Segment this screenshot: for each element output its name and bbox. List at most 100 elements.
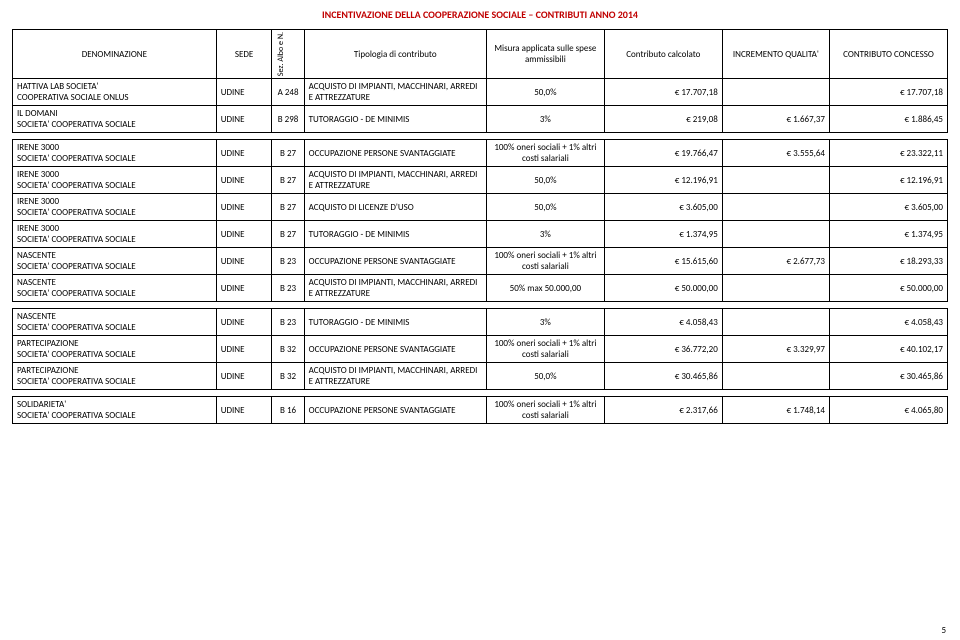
denom-line2: SOCIETA' COOPERATIVA SOCIALE <box>17 234 212 245</box>
cell-denom: IRENE 3000SOCIETA' COOPERATIVA SOCIALE <box>13 167 217 194</box>
cell-calc: € 1.374,95 <box>604 221 722 248</box>
cell-sede: UDINE <box>216 248 272 275</box>
cell-calc: € 12.196,91 <box>604 167 722 194</box>
cell-tipo: ACQUISTO DI IMPIANTI, MACCHINARI, ARREDI… <box>304 79 486 106</box>
denom-line1: IRENE 3000 <box>17 223 212 234</box>
table-row: IL DOMANISOCIETA' COOPERATIVA SOCIALEUDI… <box>13 106 948 133</box>
cell-incr: € 3.329,97 <box>722 336 829 363</box>
cell-sez: B 16 <box>272 397 304 424</box>
cell-misura: 3% <box>486 221 604 248</box>
cell-sede: UDINE <box>216 309 272 336</box>
cell-denom: SOLIDARIETA'SOCIETA' COOPERATIVA SOCIALE <box>13 397 217 424</box>
cell-misura: 100% oneri sociali + 1% altri costi sala… <box>486 336 604 363</box>
cell-calc: € 219,08 <box>604 106 722 133</box>
cell-sez: B 32 <box>272 336 304 363</box>
col-sez: Sez. Albo e N. <box>272 30 304 79</box>
contrib-table-4: SOLIDARIETA'SOCIETA' COOPERATIVA SOCIALE… <box>12 396 948 424</box>
cell-incr <box>722 167 829 194</box>
table-row: PARTECIPAZIONESOCIETA' COOPERATIVA SOCIA… <box>13 336 948 363</box>
cell-incr <box>722 275 829 302</box>
cell-sede: UDINE <box>216 106 272 133</box>
cell-calc: € 30.465,86 <box>604 363 722 390</box>
cell-sez: A 248 <box>272 79 304 106</box>
denom-line1: IRENE 3000 <box>17 142 212 153</box>
cell-misura: 100% oneri sociali + 1% altri costi sala… <box>486 397 604 424</box>
cell-incr: € 1.667,37 <box>722 106 829 133</box>
contrib-table-1: DENOMINAZIONE SEDE Sez. Albo e N. Tipolo… <box>12 29 948 133</box>
denom-line2: SOCIETA' COOPERATIVA SOCIALE <box>17 261 212 272</box>
cell-denom: NASCENTESOCIETA' COOPERATIVA SOCIALE <box>13 275 217 302</box>
col-calc: Contributo calcolato <box>604 30 722 79</box>
cell-sede: UDINE <box>216 79 272 106</box>
cell-misura: 100% oneri sociali + 1% altri costi sala… <box>486 248 604 275</box>
denom-line1: IRENE 3000 <box>17 196 212 207</box>
cell-incr: € 3.555,64 <box>722 140 829 167</box>
cell-sez: B 23 <box>272 275 304 302</box>
table-row: PARTECIPAZIONESOCIETA' COOPERATIVA SOCIA… <box>13 363 948 390</box>
cell-misura: 50,0% <box>486 167 604 194</box>
cell-incr <box>722 221 829 248</box>
cell-tipo: TUTORAGGIO - DE MINIMIS <box>304 221 486 248</box>
page-number: 5 <box>941 625 946 636</box>
denom-line1: NASCENTE <box>17 311 212 322</box>
cell-incr: € 1.748,14 <box>722 397 829 424</box>
cell-conc: € 3.605,00 <box>830 194 948 221</box>
denom-line1: PARTECIPAZIONE <box>17 365 212 376</box>
cell-incr <box>722 309 829 336</box>
cell-sede: UDINE <box>216 194 272 221</box>
cell-calc: € 4.058,43 <box>604 309 722 336</box>
cell-sez: B 27 <box>272 140 304 167</box>
cell-denom: HATTIVA LAB SOCIETA'COOPERATIVA SOCIALE … <box>13 79 217 106</box>
cell-tipo: OCCUPAZIONE PERSONE SVANTAGGIATE <box>304 397 486 424</box>
table-row: NASCENTESOCIETA' COOPERATIVA SOCIALE UDIN… <box>13 248 948 275</box>
denom-line2: SOCIETA' COOPERATIVA SOCIALE <box>17 153 212 164</box>
cell-sede: UDINE <box>216 140 272 167</box>
cell-conc: € 4.065,80 <box>830 397 948 424</box>
denom-line1: PARTECIPAZIONE <box>17 338 212 349</box>
cell-calc: € 15.615,60 <box>604 248 722 275</box>
cell-sez: B 32 <box>272 363 304 390</box>
col-misura: Misura applicata sulle spese ammissibili <box>486 30 604 79</box>
denom-line1: SOLIDARIETA' <box>17 399 212 410</box>
cell-tipo: OCCUPAZIONE PERSONE SVANTAGGIATE <box>304 140 486 167</box>
cell-conc: € 40.102,17 <box>830 336 948 363</box>
denom-line1: IRENE 3000 <box>17 169 212 180</box>
cell-conc: € 30.465,86 <box>830 363 948 390</box>
denom-line2: SOCIETA' COOPERATIVA SOCIALE <box>17 207 212 218</box>
cell-calc: € 50.000,00 <box>604 275 722 302</box>
cell-misura: 50,0% <box>486 363 604 390</box>
cell-sede: UDINE <box>216 167 272 194</box>
cell-sez: B 27 <box>272 194 304 221</box>
col-incr: INCREMENTO QUALITA' <box>722 30 829 79</box>
denom-line1: NASCENTE <box>17 250 212 261</box>
cell-tipo: TUTORAGGIO - DE MINIMIS <box>304 309 486 336</box>
cell-misura: 50,0% <box>486 79 604 106</box>
cell-tipo: ACQUISTO DI LICENZE D'USO <box>304 194 486 221</box>
table-header-row: DENOMINAZIONE SEDE Sez. Albo e N. Tipolo… <box>13 30 948 79</box>
denom-line2: COOPERATIVA SOCIALE ONLUS <box>17 92 212 103</box>
cell-sez: B 23 <box>272 248 304 275</box>
cell-calc: € 3.605,00 <box>604 194 722 221</box>
table-row: IRENE 3000SOCIETA' COOPERATIVA SOCIALEUD… <box>13 167 948 194</box>
denom-line1: HATTIVA LAB SOCIETA' <box>17 81 212 92</box>
denom-line2: SOCIETA' COOPERATIVA SOCIALE <box>17 180 212 191</box>
cell-misura: 3% <box>486 106 604 133</box>
cell-tipo: ACQUISTO DI IMPIANTI, MACCHINARI, ARREDI… <box>304 167 486 194</box>
page-title: INCENTIVAZIONE DELLA COOPERAZIONE SOCIAL… <box>12 8 948 21</box>
col-sede: SEDE <box>216 30 272 79</box>
cell-conc: € 4.058,43 <box>830 309 948 336</box>
cell-calc: € 19.766,47 <box>604 140 722 167</box>
table-row: IRENE 3000SOCIETA' COOPERATIVA SOCIALEUD… <box>13 221 948 248</box>
cell-conc: € 1.886,45 <box>830 106 948 133</box>
cell-tipo: OCCUPAZIONE PERSONE SVANTAGGIATE <box>304 336 486 363</box>
cell-sez: B 27 <box>272 167 304 194</box>
cell-denom: IRENE 3000SOCIETA' COOPERATIVA SOCIALE <box>13 194 217 221</box>
cell-conc: € 18.293,33 <box>830 248 948 275</box>
cell-incr: € 2.677,73 <box>722 248 829 275</box>
denom-line2: SOCIETA' COOPERATIVA SOCIALE <box>17 349 212 360</box>
cell-misura: 50% max 50.000,00 <box>486 275 604 302</box>
table-row: IRENE 3000SOCIETA' COOPERATIVA SOCIALE UD… <box>13 140 948 167</box>
cell-denom: PARTECIPAZIONESOCIETA' COOPERATIVA SOCIA… <box>13 363 217 390</box>
cell-denom: IRENE 3000SOCIETA' COOPERATIVA SOCIALE <box>13 221 217 248</box>
table-row: IRENE 3000SOCIETA' COOPERATIVA SOCIALEUD… <box>13 194 948 221</box>
